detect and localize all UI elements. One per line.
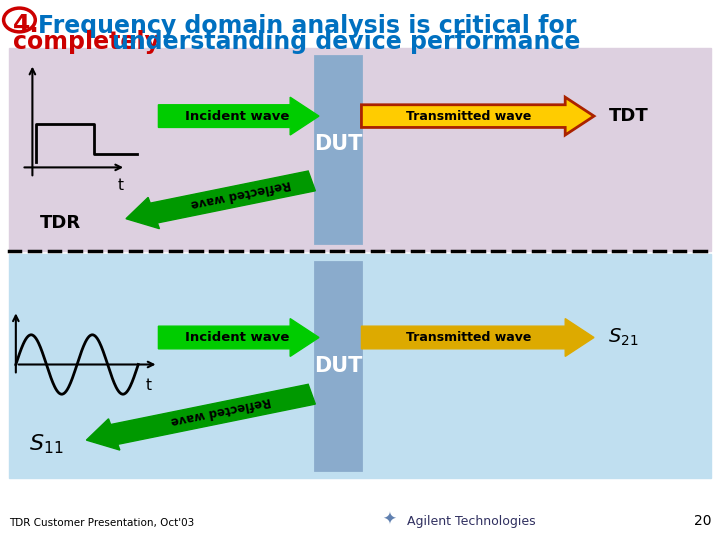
Text: 4.: 4. — [13, 14, 40, 37]
Text: completely: completely — [13, 30, 160, 53]
FancyArrow shape — [361, 97, 594, 135]
FancyArrow shape — [361, 319, 594, 356]
Text: t: t — [118, 178, 124, 193]
Text: t: t — [145, 378, 151, 393]
FancyArrow shape — [86, 384, 315, 450]
Text: Incident wave: Incident wave — [185, 331, 289, 344]
Text: Agilent Technologies: Agilent Technologies — [407, 515, 536, 528]
Text: Transmitted wave: Transmitted wave — [406, 110, 531, 123]
Text: $S_{11}$: $S_{11}$ — [29, 433, 63, 456]
Bar — [315, 262, 361, 470]
Text: Incident wave: Incident wave — [185, 110, 289, 123]
Text: understanding device performance: understanding device performance — [112, 30, 581, 53]
Text: TDT: TDT — [608, 107, 648, 125]
FancyArrow shape — [158, 97, 319, 135]
Text: Frequency domain analysis is critical for: Frequency domain analysis is critical fo… — [38, 14, 577, 37]
Text: DUT: DUT — [314, 134, 363, 154]
Text: TDR: TDR — [40, 214, 81, 232]
Text: 20: 20 — [694, 514, 711, 528]
Text: Transmitted wave: Transmitted wave — [406, 331, 531, 344]
FancyArrow shape — [158, 319, 319, 356]
Text: DUT: DUT — [314, 356, 363, 376]
Bar — [9, 48, 711, 251]
Text: TDR Customer Presentation, Oct'03: TDR Customer Presentation, Oct'03 — [9, 518, 194, 528]
Bar — [9, 254, 711, 478]
FancyArrow shape — [126, 171, 315, 228]
Text: $S_{21}$: $S_{21}$ — [608, 327, 639, 348]
Text: Reflected wave: Reflected wave — [169, 394, 272, 427]
Text: Reflected wave: Reflected wave — [189, 177, 292, 210]
Bar — [315, 56, 361, 243]
Text: ✦: ✦ — [382, 510, 396, 528]
